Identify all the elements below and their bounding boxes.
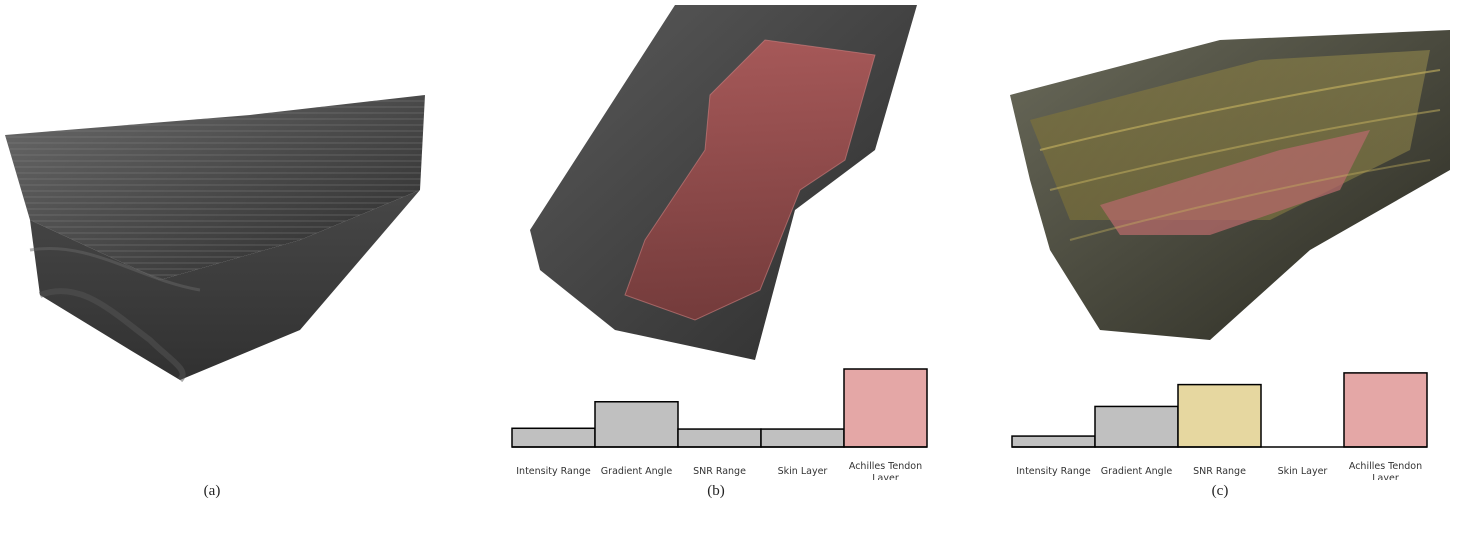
category-label-1-1: Gradient Angle: [1101, 466, 1173, 477]
bar-1-0: [1011, 435, 1096, 448]
category-label-0-1: Gradient Angle: [601, 466, 673, 477]
category-label-1-2: SNR Range: [1193, 466, 1246, 477]
bar-1-4: [1343, 372, 1428, 448]
category-label-0-0: Intensity Range: [516, 466, 591, 477]
category-label-0-3: Skin Layer: [778, 466, 828, 477]
bar-chart-b: Intensity Range Gradient Angle SNR Range Sk…: [508, 365, 938, 480]
bar-0-3: [760, 428, 845, 448]
category-label-0-2: SNR Range: [693, 466, 746, 477]
bar-0-0: [511, 427, 596, 448]
caption-a: (a): [203, 483, 221, 499]
volume-rendering-a: [5, 95, 425, 383]
category-label-0-4: Achilles Tendon Layer: [849, 461, 922, 480]
category-label-1-0: Intensity Range: [1016, 466, 1091, 477]
bar-0-4: [843, 368, 928, 448]
bar-1-1: [1094, 405, 1179, 448]
volume-rendering-b: [530, 5, 917, 360]
bar-1-2: [1177, 383, 1262, 448]
bar-0-1: [594, 401, 679, 448]
category-label-1-4: Achilles Tendon Layer: [1349, 461, 1422, 480]
volume-rendering-c: [1010, 30, 1450, 340]
caption-c: (c): [1211, 483, 1229, 499]
category-label-1-3: Skin Layer: [1278, 466, 1328, 477]
caption-b: (b): [707, 483, 725, 499]
bar-0-2: [677, 428, 762, 448]
bar-chart-c: Intensity Range Gradient Angle SNR Range Sk…: [1008, 365, 1438, 480]
